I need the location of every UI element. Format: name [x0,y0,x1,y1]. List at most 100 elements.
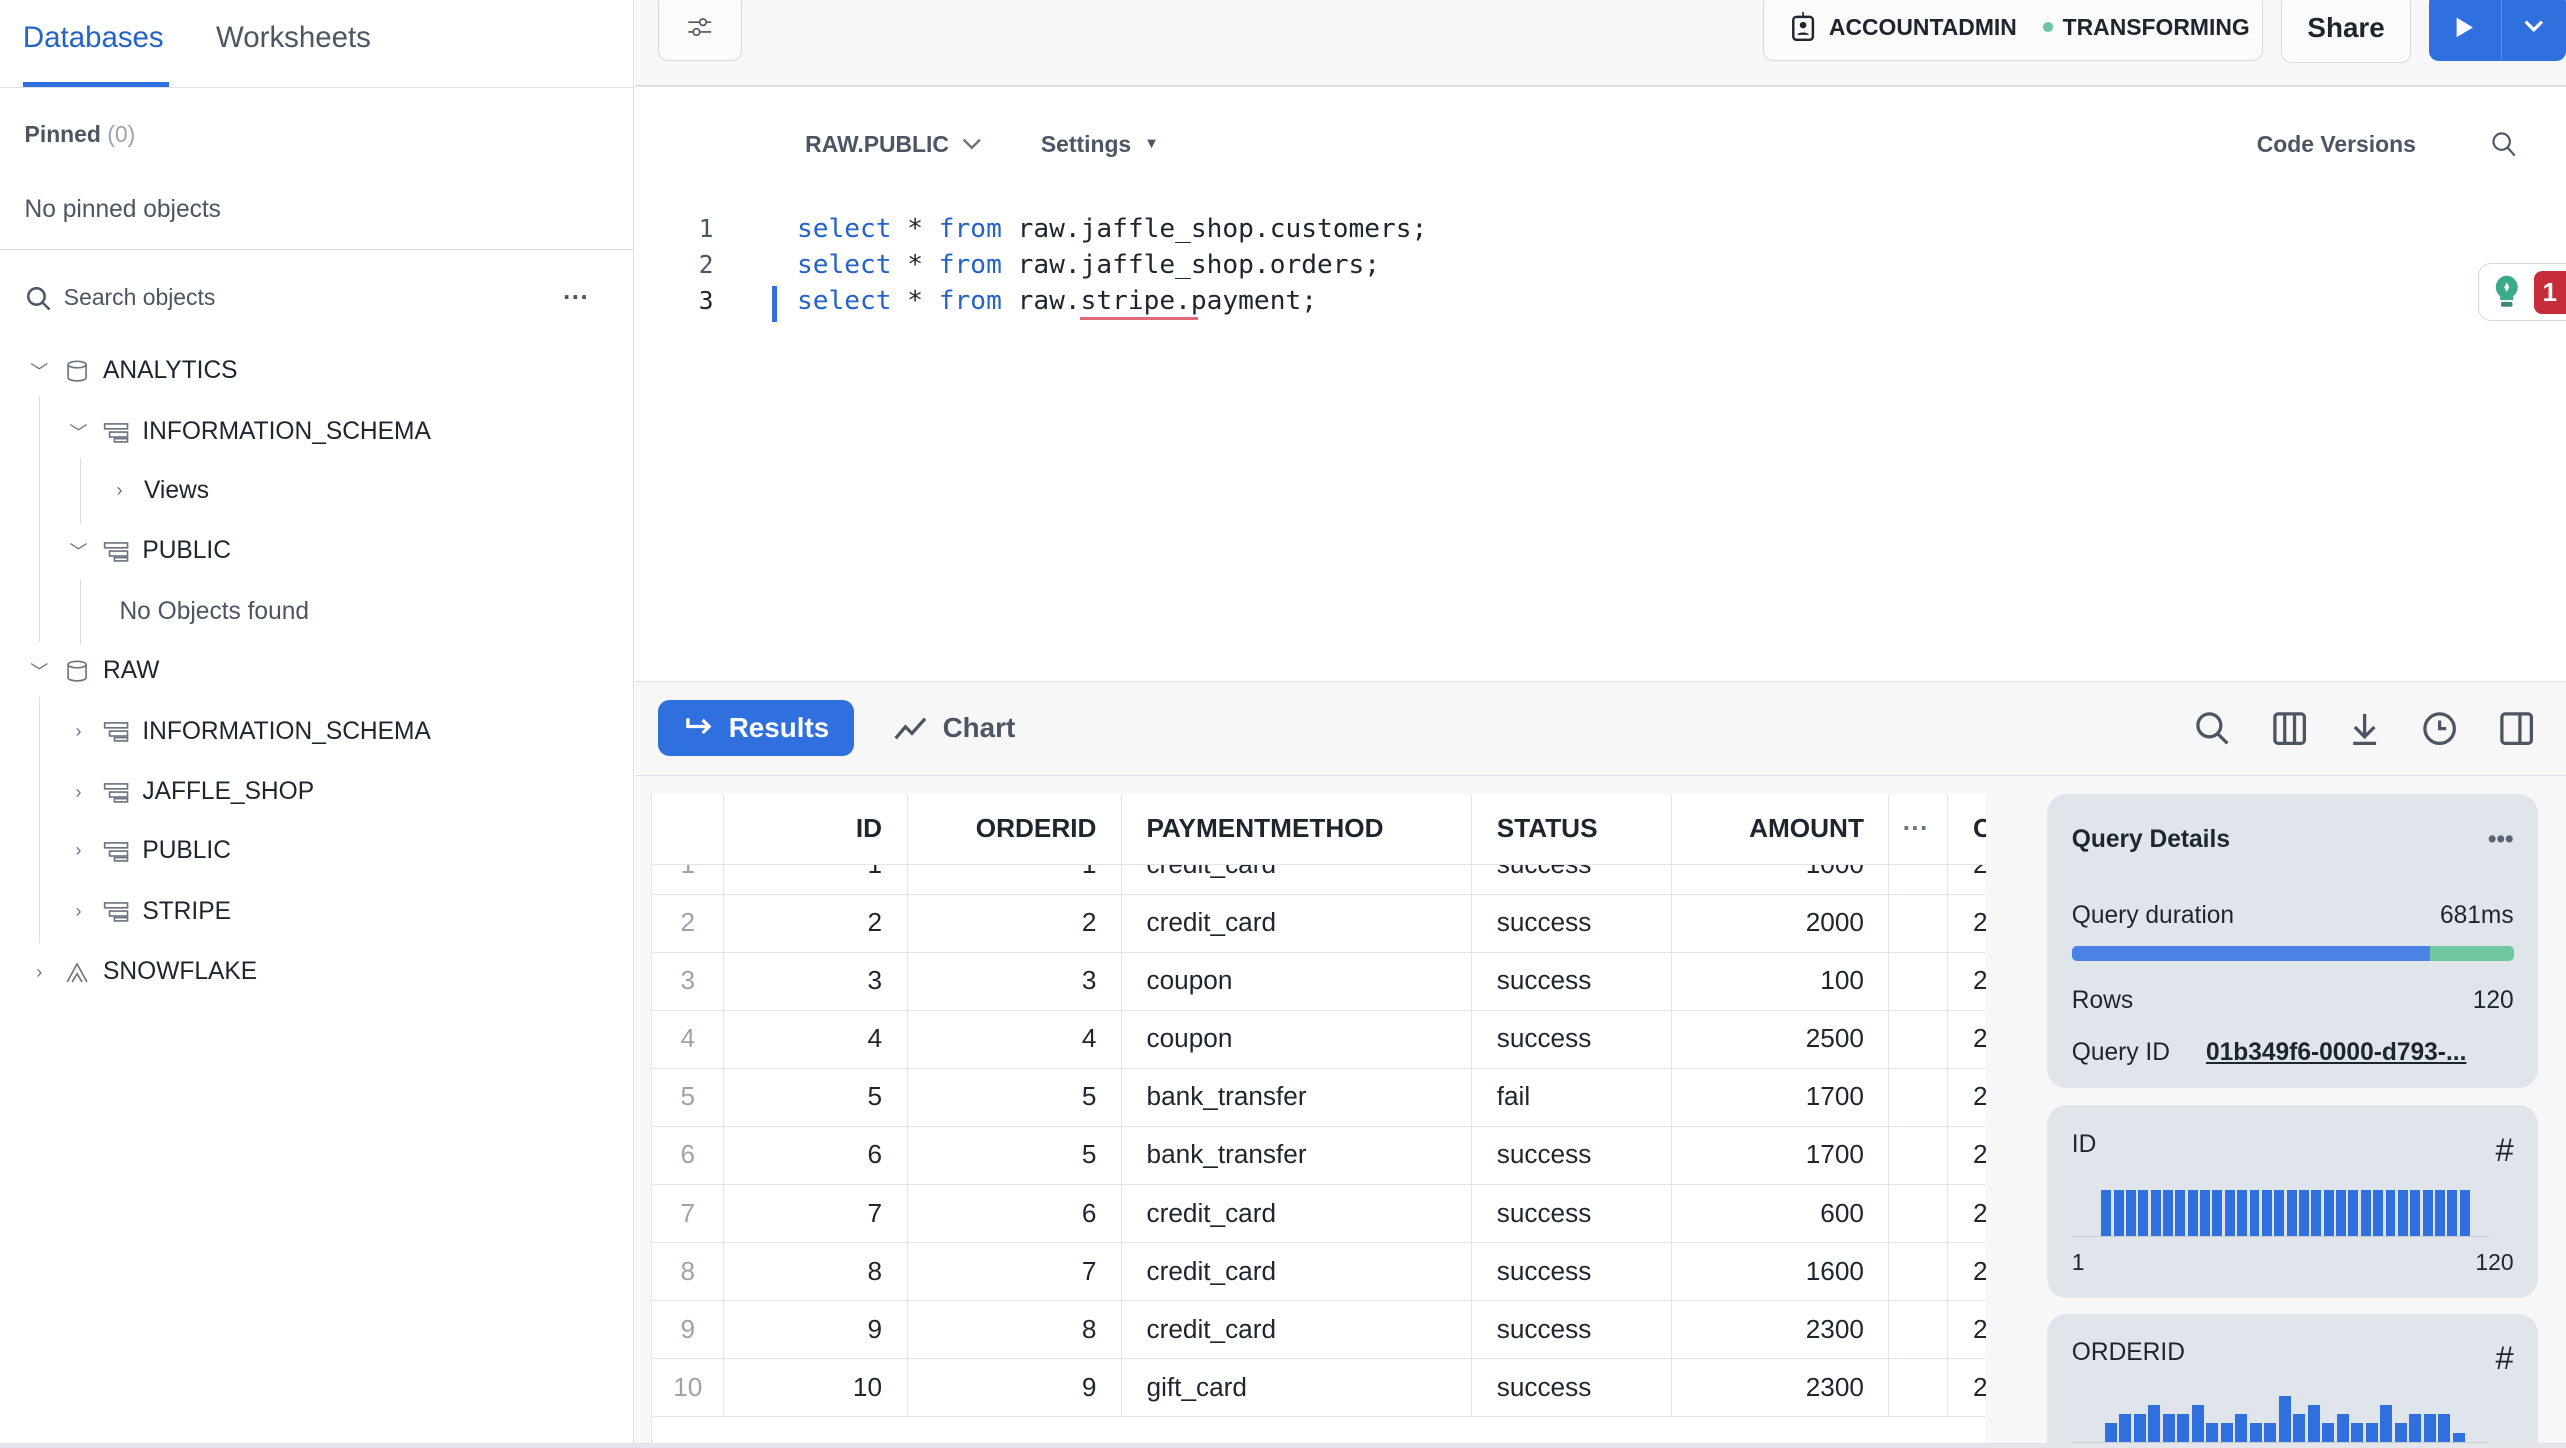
histogram-bar [2249,1189,2260,1236]
column-card-id: ID # 1 120 [2047,1104,2539,1298]
column-header[interactable]: STATUS [1472,793,1672,865]
tree-item-information-schema[interactable]: ﹀ INFORMATION_SCHEMA [67,412,431,451]
table-cell: 2018 [1948,1184,1986,1242]
row-number-header[interactable] [652,793,725,865]
code-text: * [891,250,939,281]
duration-bar-compile [2071,945,2430,961]
row-number: 3 [652,951,725,1010]
code-versions-button[interactable]: Code Versions [2256,130,2416,157]
keyword: from [938,214,1002,245]
table-cell: 8 [724,1242,908,1301]
tree-item-snowflake[interactable]: › SNOWFLAKE [28,952,257,991]
run-button[interactable] [2429,0,2502,61]
tree-item-information-schema[interactable]: › INFORMATION_SCHEMA [67,712,431,751]
download-icon[interactable] [2345,709,2384,748]
histogram-bar [2336,1189,2346,1236]
role-warehouse-selector[interactable]: ACCOUNTADMIN TRANSFORMING [1762,0,2264,61]
filter-button[interactable] [657,0,742,61]
histogram-bar [2200,1189,2211,1236]
tree-item-public[interactable]: › PUBLIC [67,831,231,870]
table-cell [1890,1242,1949,1301]
share-button[interactable]: Share [2281,0,2411,63]
query-id-link[interactable]: 01b349f6-0000-d793-... [2205,1039,2467,1067]
results-toolbar [634,680,2566,777]
row-number: 10 [652,1358,725,1417]
more-icon[interactable]: ••• [2487,826,2514,854]
rows-label: Rows [2071,986,2134,1014]
tree-item-views[interactable]: › Views [108,471,209,510]
tab-worksheets[interactable]: Worksheets [216,21,371,55]
histogram-bar [2373,1189,2384,1236]
tree-guide [80,579,81,645]
tree-item-analytics[interactable]: ﹀ ANALYTICS [28,352,238,391]
column-header[interactable]: PAYMENTMETHOD [1122,793,1473,865]
tree-item-jaffle-shop[interactable]: › JAFFLE_SHOP [67,772,315,811]
tree-label: PUBLIC [142,537,231,565]
search-input[interactable]: Search objects [63,284,216,311]
histogram-bar [2235,1414,2248,1442]
table-cell: 1700 [1672,1067,1890,1126]
assistant-widget[interactable]: 1 [2477,263,2566,322]
tree-item-raw[interactable]: ﹀ RAW [28,651,159,690]
table-row[interactable]: 444couponsuccess25002018 [652,1009,1987,1069]
table-row[interactable]: 333couponsuccess1002018 [652,951,1987,1011]
histogram-bar [2434,1189,2445,1236]
histogram-bar [2264,1423,2277,1442]
tree-label: ANALYTICS [103,357,238,385]
table-cell: 2018 [1948,1242,1986,1300]
histogram-bar [2452,1432,2465,1442]
split-panel-icon[interactable] [2497,709,2536,748]
column-header[interactable]: ··· [1890,793,1949,865]
histogram-bar [2133,1414,2146,1442]
database-icon [67,360,87,383]
histogram-bar [2175,1189,2186,1236]
column-header[interactable]: ID [724,793,908,865]
columns-icon[interactable] [2270,709,2309,748]
table-cell: 2018 [1948,1126,1986,1184]
column-header[interactable]: C [1948,794,1986,864]
context-selector[interactable]: RAW.PUBLIC [805,131,982,158]
table-cell: 6 [724,1125,908,1184]
code-line[interactable]: select * from raw.jaffle_shop.orders; [797,250,1380,280]
history-icon[interactable] [2420,709,2459,748]
column-header[interactable]: AMOUNT [1672,793,1890,865]
tab-databases[interactable]: Databases [22,21,164,55]
pinned-header: Pinned (0) [25,121,136,148]
settings-dropdown[interactable]: Settings ▼ [1041,131,1159,158]
code-line[interactable]: select * from raw.jaffle_shop.customers; [797,214,1427,244]
chart-label: Chart [942,712,1016,744]
column-header[interactable]: ORDERID [908,793,1122,865]
tree-item-public[interactable]: ﹀ PUBLIC [67,532,231,571]
return-arrow-icon [686,718,712,735]
no-objects-text: No Objects found [119,598,309,626]
table-cell: 2300 [1672,1358,1890,1417]
tree-label: Views [143,476,209,504]
table-cell: gift_card [1122,1358,1473,1417]
tab-results[interactable]: Results [657,700,855,757]
run-options-button[interactable] [2502,0,2566,61]
table-cell [1890,951,1949,1010]
code-line[interactable]: select * from raw.stripe.payment; [797,286,1317,316]
search-objects[interactable]: Search objects ··· [25,281,590,314]
histogram-bar [2261,1189,2272,1236]
search-icon[interactable] [2491,131,2517,157]
sliders-icon [688,18,712,37]
tree-item-stripe[interactable]: › STRIPE [67,892,231,931]
keyword: select [796,286,892,317]
table-cell [1890,1183,1949,1243]
table-cell: 2018 [1948,1300,1986,1358]
tree-label: STRIPE [142,897,231,925]
tab-chart[interactable]: Chart [893,700,1016,756]
tree-label: JAFFLE_SHOP [142,778,315,806]
more-icon[interactable]: ··· [562,282,590,313]
settings-label: Settings [1040,130,1132,157]
search-icon[interactable] [2193,709,2232,748]
table-cell: 2 [724,893,908,952]
